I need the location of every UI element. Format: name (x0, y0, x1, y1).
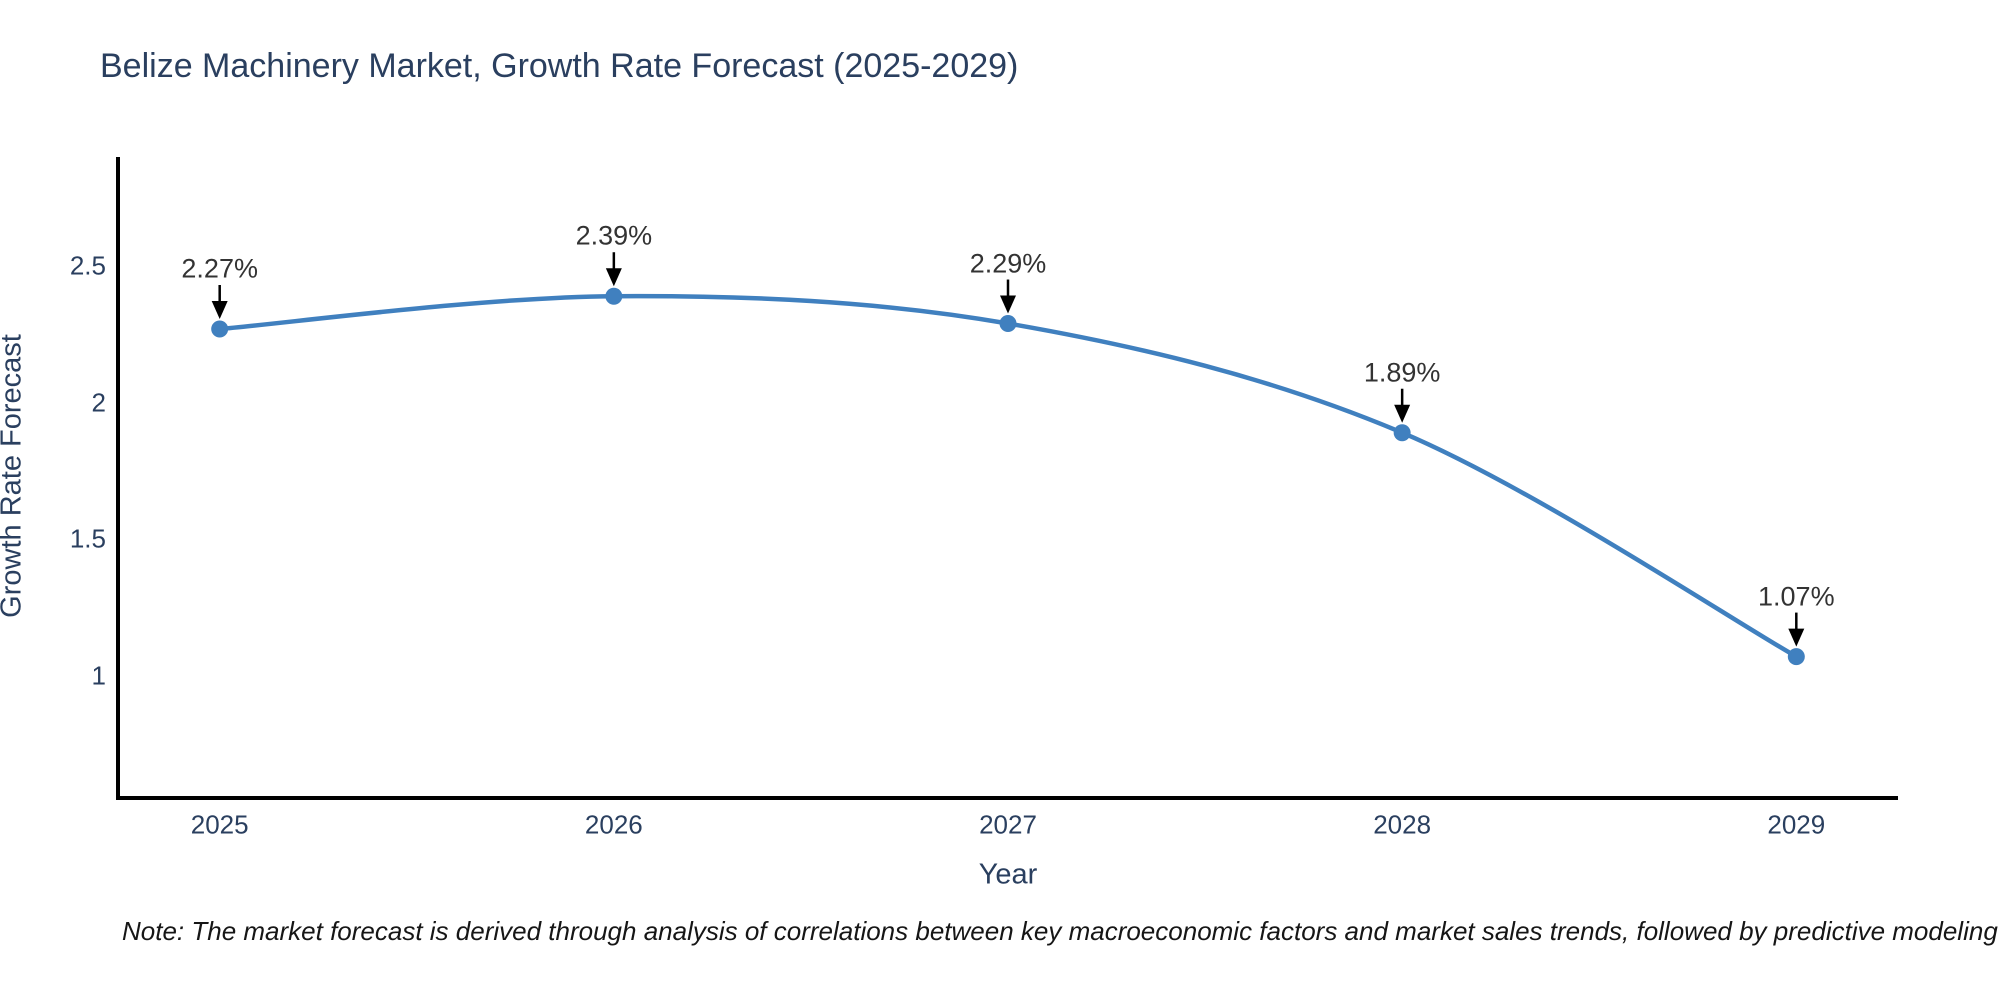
x-axis-title: Year (978, 858, 1038, 891)
annotation-arrowhead (1394, 404, 1411, 423)
data-point-marker (1393, 424, 1411, 442)
data-point-marker (1787, 648, 1805, 666)
chart-title: Belize Machinery Market, Growth Rate For… (100, 47, 1019, 85)
x-tick-label: 2028 (1373, 809, 1432, 840)
point-value-annotation: 1.89% (1363, 357, 1441, 388)
annotation-arrowhead (211, 300, 228, 319)
y-tick-label: 1 (91, 660, 106, 691)
y-axis-title: Growth Rate Forecast (0, 334, 28, 618)
annotation-arrowhead (1788, 628, 1805, 647)
footnote: Note: The market forecast is derived thr… (122, 916, 2000, 946)
y-tick-label: 1.5 (69, 523, 106, 554)
forecast-line (219, 293, 1798, 659)
annotation-arrowhead (605, 268, 622, 287)
annotation-arrowhead (1000, 295, 1016, 314)
x-tick-label: 2026 (584, 809, 643, 840)
y-tick-label: 2 (91, 387, 106, 418)
point-value-annotation: 2.27% (181, 253, 258, 284)
y-tick-label: 2.5 (69, 250, 106, 281)
x-tick-label: 2027 (979, 809, 1037, 840)
data-point-marker (605, 287, 623, 305)
data-point-marker (211, 320, 229, 338)
data-point-marker (999, 315, 1017, 333)
point-value-annotation: 2.39% (575, 220, 653, 251)
point-value-annotation: 1.07% (1758, 581, 1835, 612)
x-tick-label: 2025 (190, 809, 249, 840)
point-value-annotation: 2.29% (969, 248, 1047, 279)
x-tick-label: 2029 (1767, 809, 1826, 840)
